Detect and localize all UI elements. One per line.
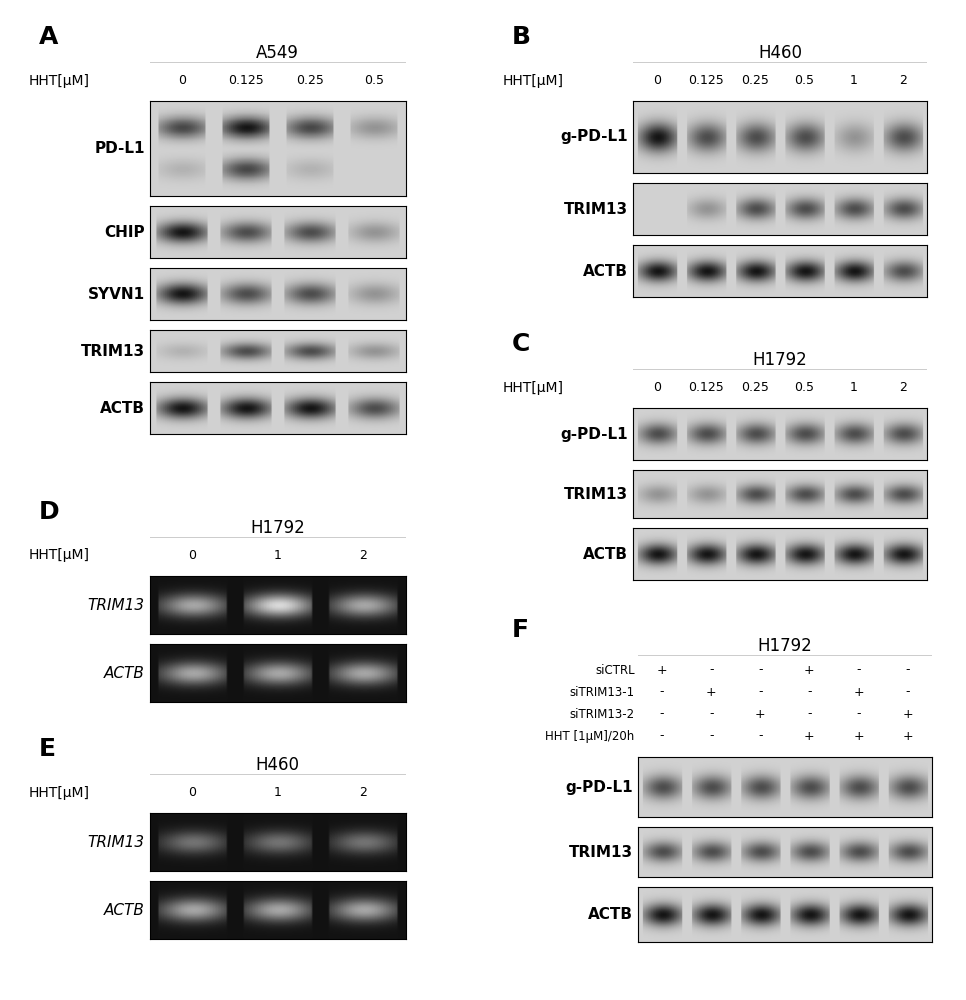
Text: TRIM13: TRIM13 [88,834,145,850]
Text: H1792: H1792 [753,351,808,369]
Text: 1: 1 [273,786,282,799]
Text: -: - [758,664,762,677]
Text: TRIM13: TRIM13 [88,598,145,612]
Text: +: + [853,730,864,743]
Text: -: - [660,686,665,699]
Text: ACTB: ACTB [587,907,633,922]
Text: 0: 0 [653,381,662,394]
Text: D: D [39,500,59,524]
Text: A549: A549 [256,44,299,62]
Text: +: + [657,664,668,677]
Text: -: - [660,730,665,743]
Text: C: C [512,332,530,356]
Text: +: + [804,730,814,743]
Text: PD-L1: PD-L1 [95,141,145,156]
Text: 2: 2 [899,74,907,87]
Text: 0.125: 0.125 [228,74,264,87]
Text: TRIM13: TRIM13 [81,344,145,359]
Text: +: + [902,730,913,743]
Text: HHT[μM]: HHT[μM] [502,381,563,395]
Text: -: - [758,730,762,743]
Text: 0.125: 0.125 [689,381,724,394]
Text: HHT [1μM]/20h: HHT [1μM]/20h [546,730,635,743]
Text: ACTB: ACTB [99,401,145,416]
Text: ACTB: ACTB [104,903,145,918]
Text: -: - [905,686,910,699]
Text: H1792: H1792 [250,519,305,537]
Text: +: + [706,686,717,699]
Text: HHT[μM]: HHT[μM] [502,74,563,88]
Text: -: - [856,664,861,677]
Text: HHT[μM]: HHT[μM] [29,786,90,800]
Text: -: - [660,708,665,721]
Text: 1: 1 [273,549,282,562]
Text: siCTRL: siCTRL [595,664,635,677]
Text: 0.5: 0.5 [364,74,384,87]
Text: TRIM13: TRIM13 [569,845,633,860]
Text: A: A [39,25,58,49]
Text: TRIM13: TRIM13 [564,202,628,217]
Text: 0.25: 0.25 [296,74,324,87]
Text: B: B [512,25,531,49]
Text: -: - [709,664,714,677]
Text: 0.5: 0.5 [795,74,814,87]
Text: ACTB: ACTB [104,666,145,681]
Text: 2: 2 [899,381,907,394]
Text: +: + [853,686,864,699]
Text: ACTB: ACTB [582,264,628,279]
Text: -: - [758,686,762,699]
Text: ACTB: ACTB [582,547,628,562]
Text: 2: 2 [359,786,367,799]
Text: +: + [902,708,913,721]
Text: 1: 1 [850,381,858,394]
Text: 0.25: 0.25 [742,381,770,394]
Text: 0: 0 [178,74,185,87]
Text: 0: 0 [188,549,196,562]
Text: H1792: H1792 [757,637,812,655]
Text: -: - [709,708,714,721]
Text: -: - [808,686,811,699]
Text: 0.25: 0.25 [742,74,770,87]
Text: -: - [856,708,861,721]
Text: g-PD-L1: g-PD-L1 [560,427,628,442]
Text: -: - [905,664,910,677]
Text: 0.5: 0.5 [795,381,814,394]
Text: H460: H460 [256,756,299,774]
Text: HHT[μM]: HHT[μM] [29,74,90,88]
Text: E: E [39,737,56,761]
Text: 0: 0 [188,786,196,799]
Text: HHT[μM]: HHT[μM] [29,548,90,562]
Text: +: + [755,708,766,721]
Text: g-PD-L1: g-PD-L1 [565,780,633,795]
Text: siTRIM13-2: siTRIM13-2 [570,708,635,721]
Text: +: + [804,664,814,677]
Text: 1: 1 [850,74,858,87]
Text: CHIP: CHIP [104,225,145,240]
Text: siTRIM13-1: siTRIM13-1 [570,686,635,699]
Text: H460: H460 [758,44,802,62]
Text: 2: 2 [359,549,367,562]
Text: SYVN1: SYVN1 [88,287,145,302]
Text: TRIM13: TRIM13 [564,487,628,502]
Text: 0.125: 0.125 [689,74,724,87]
Text: 0: 0 [653,74,662,87]
Text: g-PD-L1: g-PD-L1 [560,129,628,144]
Text: -: - [808,708,811,721]
Text: F: F [512,618,529,642]
Text: -: - [709,730,714,743]
